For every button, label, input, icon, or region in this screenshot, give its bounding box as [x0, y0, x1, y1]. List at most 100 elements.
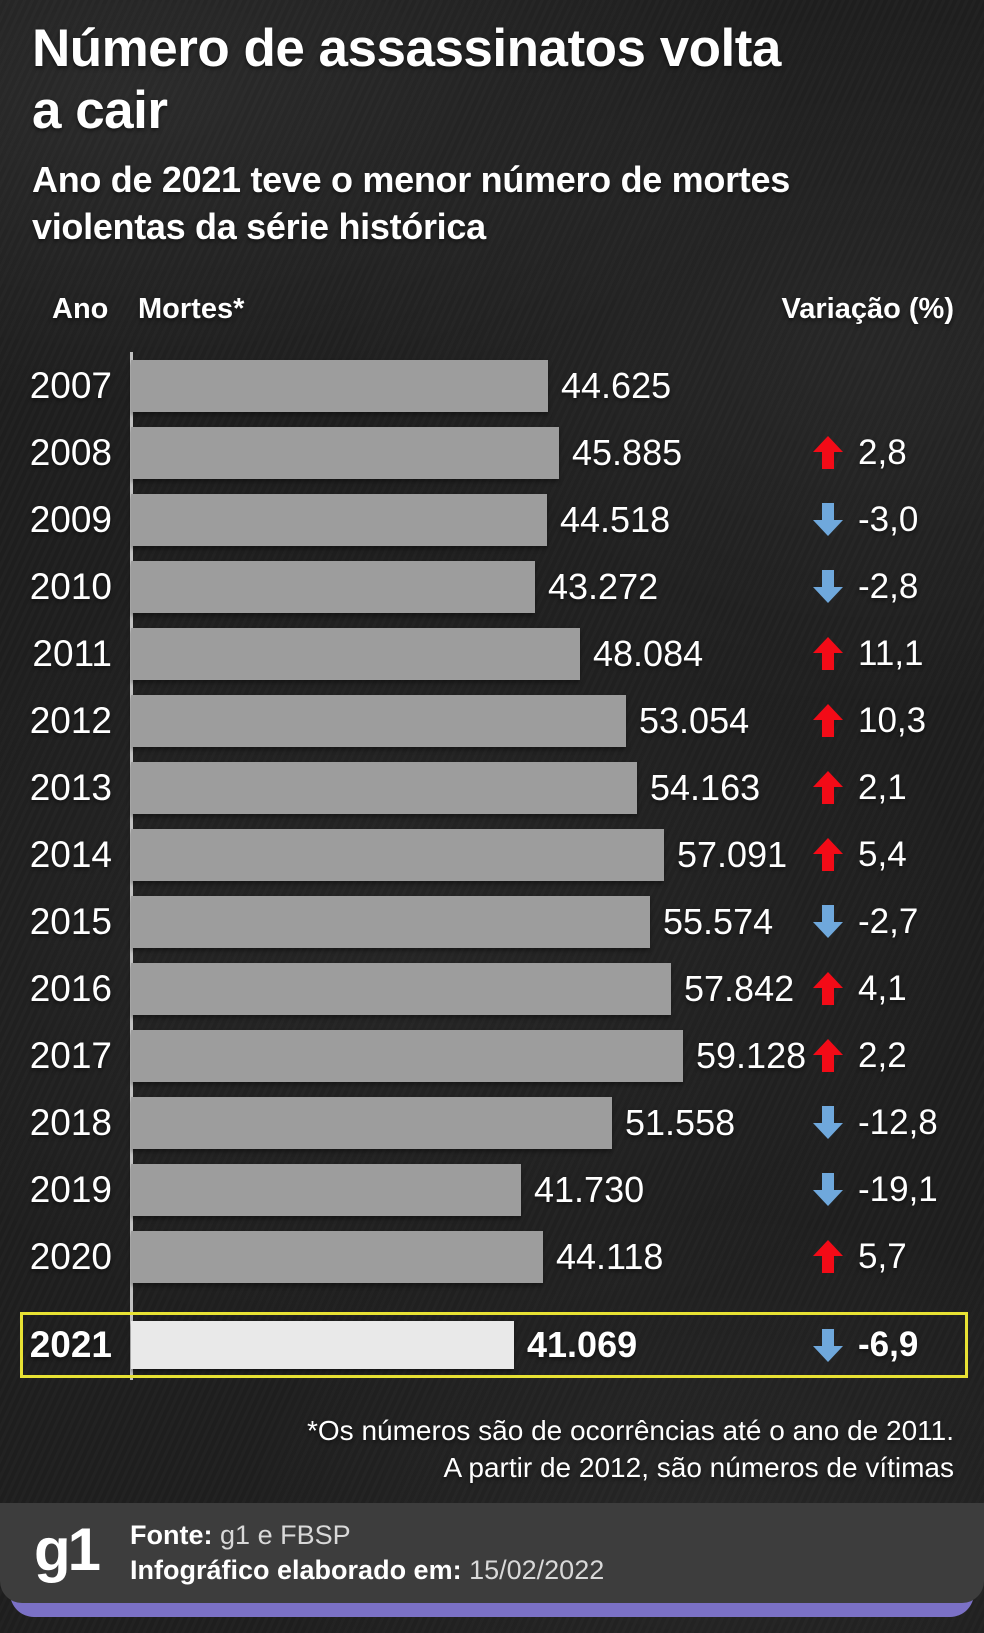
footnote-line-1: *Os números são de ocorrências até o ano… — [307, 1415, 954, 1446]
arrow-down-icon — [813, 1173, 843, 1206]
value-label: 44.625 — [561, 364, 672, 406]
deaths-bar — [131, 828, 664, 881]
year-label: 2017 — [29, 1034, 112, 1076]
arrow-head — [813, 587, 843, 603]
variation-label: 11,1 — [858, 633, 924, 673]
chart-row-2014: 2014 57.091 5,4 — [0, 821, 984, 888]
arrow-head — [813, 838, 843, 854]
value-label: 44.518 — [560, 498, 671, 540]
value-label: 44.118 — [556, 1235, 664, 1277]
variation: 2,1 — [813, 754, 907, 821]
chart-row-2018: 2018 51.558 -12,8 — [0, 1089, 984, 1156]
subtitle: Ano de 2021 teve o menor número de morte… — [32, 156, 954, 250]
variation-label: 2,8 — [858, 432, 907, 472]
source-value: g1 e FBSP — [220, 1520, 351, 1550]
date-value: 15/02/2022 — [469, 1555, 605, 1585]
year-label: 2011 — [32, 632, 112, 674]
arrow-up-icon — [813, 436, 843, 469]
column-header-year: Ano — [52, 293, 109, 325]
value-label: 43.272 — [548, 565, 659, 607]
deaths-bar — [131, 426, 559, 479]
arrow-head — [813, 520, 843, 536]
arrow-stem — [822, 1255, 834, 1273]
arrow-up-icon — [813, 972, 843, 1005]
variation: 5,4 — [813, 821, 907, 888]
deaths-bar — [131, 1096, 612, 1149]
year-label: 2012 — [29, 699, 112, 741]
year-label: 2010 — [29, 565, 112, 607]
variation: 2,2 — [813, 1022, 907, 1089]
arrow-head — [813, 637, 843, 653]
chart-row-2016: 2016 57.842 4,1 — [0, 955, 984, 1022]
year-label: 2020 — [29, 1235, 112, 1277]
variation: 11,1 — [813, 620, 924, 687]
subtitle-line-2: violentas da série histórica — [32, 206, 486, 247]
chart-row-2011: 2011 48.084 11,1 — [0, 620, 984, 687]
variation: -3,0 — [813, 486, 918, 553]
variation: -6,9 — [813, 1315, 918, 1375]
arrow-stem — [822, 987, 834, 1005]
variation: -12,8 — [813, 1089, 938, 1156]
arrow-down-icon — [813, 1106, 843, 1139]
bar-chart: 2007 44.625 2008 45.885 2,8 2009 44.518 -3,0 201… — [0, 352, 984, 1380]
arrow-stem — [822, 652, 834, 670]
header: Número de assassinatos volta a cair Ano … — [32, 18, 954, 250]
arrow-stem — [822, 451, 834, 469]
year-label: 2018 — [29, 1101, 112, 1143]
date-line: Infográfico elaborado em: 15/02/2022 — [130, 1553, 604, 1588]
variation-label: 5,7 — [858, 1236, 907, 1276]
arrow-up-icon — [813, 1039, 843, 1072]
value-label: 48.084 — [593, 632, 704, 674]
column-header-deaths: Mortes* — [138, 293, 245, 325]
value-label: 57.842 — [684, 967, 795, 1009]
deaths-bar — [131, 1163, 521, 1216]
deaths-bar — [131, 1321, 514, 1369]
deaths-bar — [131, 560, 535, 613]
column-header-variation: Variação (%) — [781, 293, 954, 325]
year-label: 2013 — [29, 766, 112, 808]
arrow-stem — [822, 1173, 834, 1191]
variation-label: -2,7 — [858, 901, 919, 941]
chart-rows: 2007 44.625 2008 45.885 2,8 2009 44.518 -3,0 201… — [0, 352, 984, 1378]
source-label: Fonte: — [130, 1520, 213, 1550]
arrow-stem — [822, 1054, 834, 1072]
page-title: Número de assassinatos volta a cair — [32, 18, 954, 142]
date-label: Infográfico elaborado em: — [130, 1555, 462, 1585]
deaths-bar — [131, 962, 671, 1015]
value-label: 45.885 — [572, 431, 683, 473]
footer: g1 Fonte: g1 e FBSP Infográfico elaborad… — [0, 1503, 984, 1603]
footnote-line-2: A partir de 2012, são números de vítimas — [443, 1452, 955, 1483]
deaths-bar — [131, 493, 547, 546]
variation: -2,8 — [813, 553, 918, 620]
chart-row-2021: 2021 41.069 -6,9 — [20, 1312, 968, 1378]
arrow-head — [813, 922, 843, 938]
arrow-head — [813, 1123, 843, 1139]
arrow-stem — [822, 853, 834, 871]
deaths-bar — [131, 1230, 543, 1283]
arrow-stem — [822, 905, 834, 923]
arrow-head — [813, 972, 843, 988]
arrow-stem — [822, 570, 834, 588]
footer-text: Fonte: g1 e FBSP Infográfico elaborado e… — [130, 1518, 604, 1588]
year-label: 2015 — [29, 900, 112, 942]
variation-label: -3,0 — [858, 499, 919, 539]
variation-label: 4,1 — [858, 968, 907, 1008]
chart-row-2020: 2020 44.118 5,7 — [0, 1223, 984, 1290]
value-label: 51.558 — [625, 1101, 736, 1143]
title-line-2: a cair — [32, 81, 168, 140]
arrow-down-icon — [813, 905, 843, 938]
deaths-bar — [131, 895, 650, 948]
deaths-bar — [131, 627, 580, 680]
source-line: Fonte: g1 e FBSP — [130, 1518, 604, 1553]
variation-label: -6,9 — [858, 1325, 919, 1364]
variation-label: -19,1 — [858, 1169, 938, 1209]
arrow-up-icon — [813, 771, 843, 804]
chart-row-2010: 2010 43.272 -2,8 — [0, 553, 984, 620]
chart-row-2009: 2009 44.518 -3,0 — [0, 486, 984, 553]
arrow-up-icon — [813, 838, 843, 871]
arrow-stem — [822, 786, 834, 804]
year-label: 2009 — [29, 498, 112, 540]
deaths-bar — [131, 761, 637, 814]
arrow-head — [813, 1190, 843, 1206]
chart-row-2007: 2007 44.625 — [0, 352, 984, 419]
